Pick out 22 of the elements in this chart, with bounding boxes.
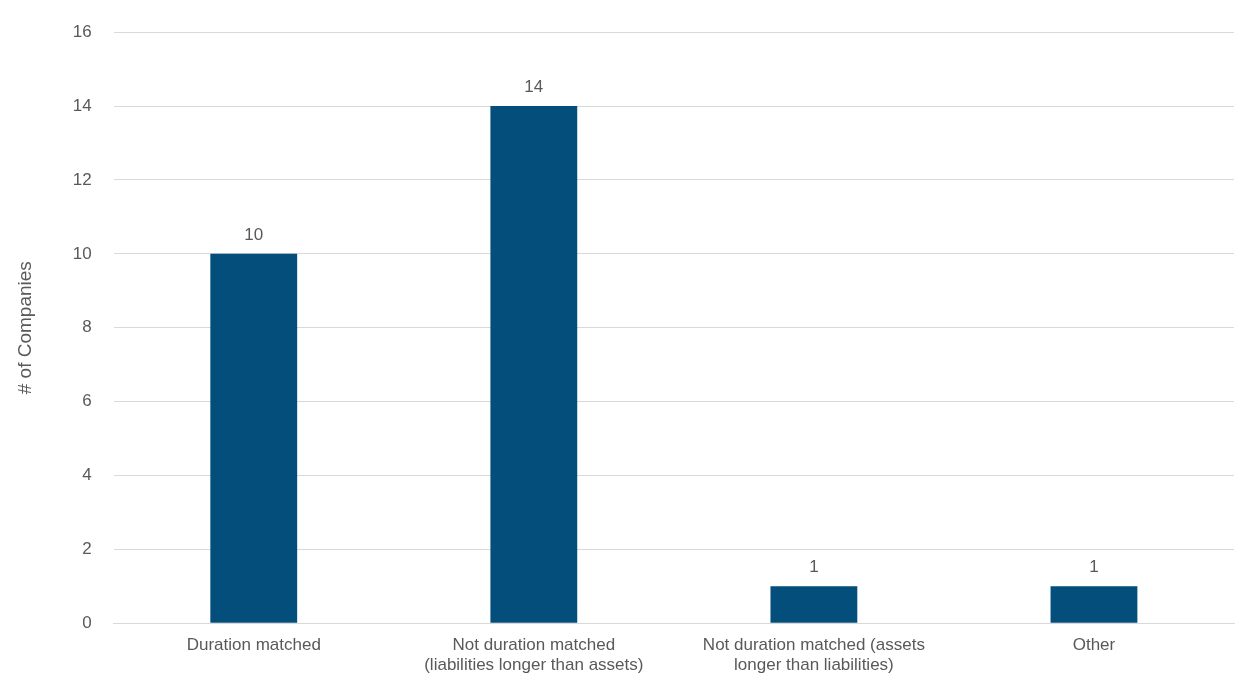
y-tick-label: 10 [72,243,92,263]
bar [770,586,858,623]
y-tick-label: 2 [82,539,92,559]
y-tick-label: 0 [82,612,92,632]
data-label: 14 [524,77,544,97]
x-tick-label: Other [1072,635,1116,655]
y-tick-label: 6 [82,391,92,411]
x-tick-label: Not duration matched (assets longer than liabilities) [702,635,925,675]
bar [1050,586,1138,623]
y-tick-label: 8 [82,317,92,337]
bar [490,106,578,623]
x-tick-label: Not duration matched (liabilities longer than assets) [424,635,644,675]
data-label: 10 [244,225,264,245]
data-label: 1 [1089,557,1099,577]
x-tick-label: Duration matched [186,635,321,655]
bar [210,253,298,623]
data-label: 1 [809,557,819,577]
y-tick-label: 4 [82,465,92,485]
y-tick-label: 12 [72,169,92,189]
y-tick-label: 16 [72,21,92,41]
y-tick-label: 14 [72,95,92,115]
y-axis-title: # of Companies [13,261,35,395]
